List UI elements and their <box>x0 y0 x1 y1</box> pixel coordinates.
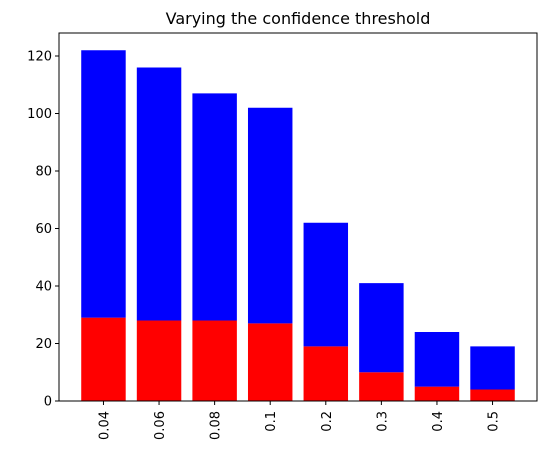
plot-frame <box>58 32 538 402</box>
x-axis: 0.04 0.06 0.08 0.1 0.2 0.3 0.4 0.5 <box>97 401 502 440</box>
y-tick-label: 60 <box>35 222 52 237</box>
bar-segment-2-0.06 <box>136 67 182 321</box>
bar-segment-2-0.4 <box>414 332 460 387</box>
bars <box>81 50 515 402</box>
x-tick-label: 0.06 <box>153 411 168 440</box>
bar-segment-1-0.08 <box>192 320 237 401</box>
x-tick-label: 0.3 <box>375 411 390 432</box>
y-tick-label: 20 <box>35 337 52 352</box>
x-tick-label: 0.04 <box>97 411 112 440</box>
y-tick-label: 40 <box>35 280 52 295</box>
bar-segment-2-0.08 <box>192 93 237 321</box>
bar-segment-2-0.1 <box>247 107 293 324</box>
bar-segment-1-0.1 <box>247 323 293 402</box>
y-axis: 0 20 40 60 80 100 120 <box>27 50 59 410</box>
bar-segment-1-0.5 <box>470 389 515 401</box>
x-tick-label: 0.08 <box>209 411 224 440</box>
y-tick-label: 80 <box>35 165 52 180</box>
bar-segment-1-0.3 <box>359 372 404 401</box>
bar-segment-2-0.2 <box>303 222 349 347</box>
x-tick-label: 0.4 <box>431 411 446 432</box>
y-tick-label: 100 <box>27 107 52 122</box>
bar-segment-1-0.2 <box>303 346 349 402</box>
bar-segment-1-0.06 <box>136 320 182 401</box>
bar-segment-1-0.04 <box>81 317 126 402</box>
x-tick-label: 0.5 <box>487 411 502 432</box>
bar-segment-1-0.4 <box>414 386 460 402</box>
x-tick-label: 0.2 <box>320 411 335 432</box>
bar-segment-2-0.3 <box>359 283 404 373</box>
y-tick-label: 120 <box>27 50 52 65</box>
chart-title: Varying the confidence threshold <box>166 9 431 28</box>
x-tick-label: 0.1 <box>264 411 279 432</box>
bar-segment-2-0.5 <box>470 346 515 390</box>
bar-segment-2-0.04 <box>81 50 126 318</box>
y-tick-label: 0 <box>44 395 52 410</box>
